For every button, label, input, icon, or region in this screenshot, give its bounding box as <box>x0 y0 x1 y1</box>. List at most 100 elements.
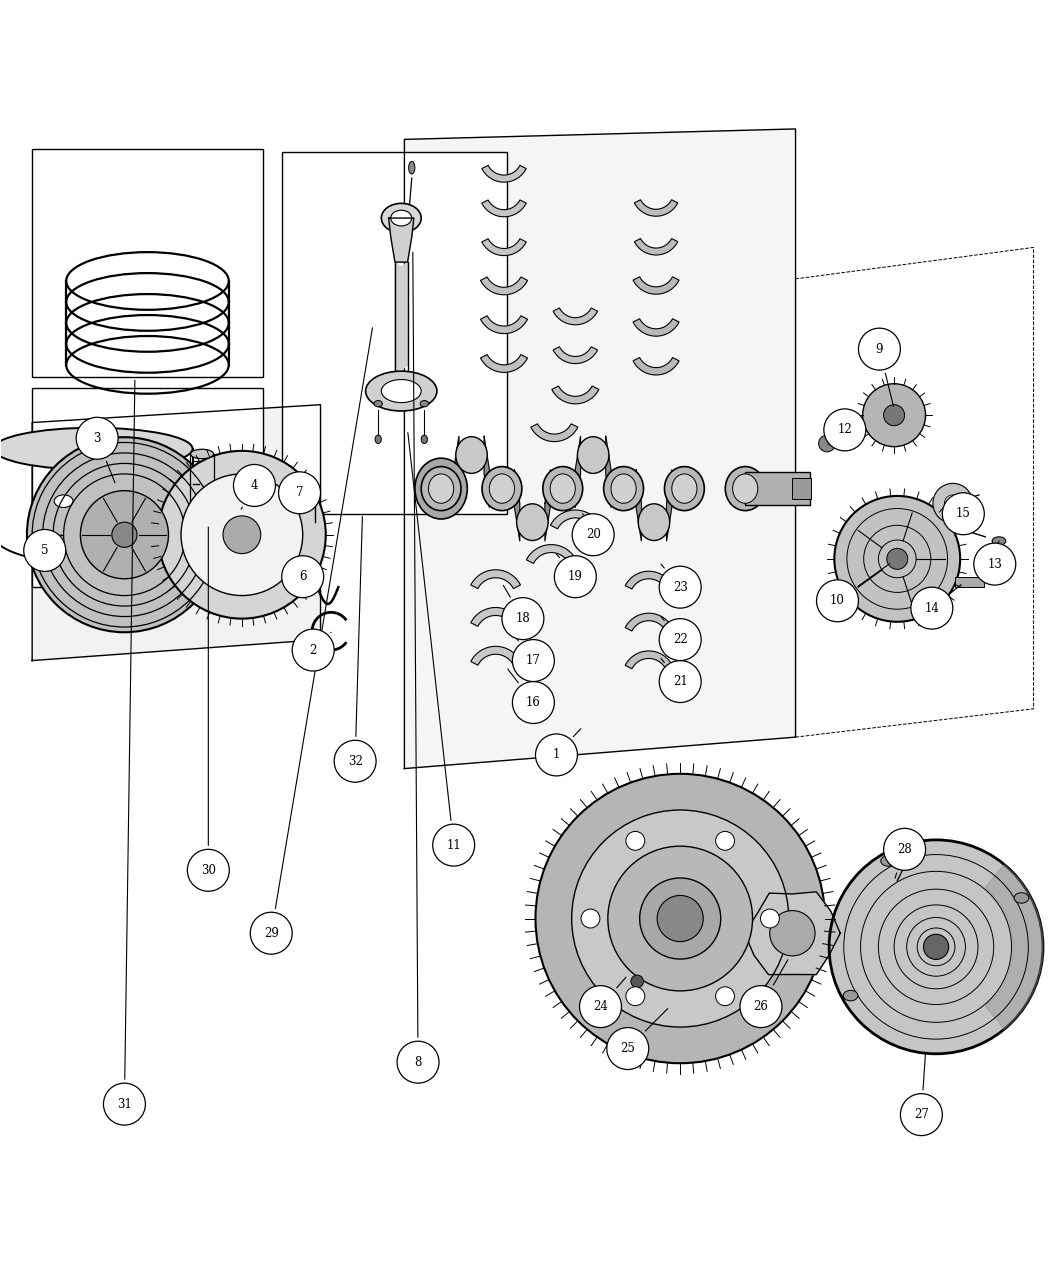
Circle shape <box>932 483 972 523</box>
Ellipse shape <box>604 467 644 510</box>
Polygon shape <box>575 436 581 507</box>
Polygon shape <box>553 309 597 325</box>
Text: 32: 32 <box>348 755 362 768</box>
Circle shape <box>639 878 720 959</box>
Polygon shape <box>606 436 611 507</box>
Ellipse shape <box>415 458 467 519</box>
Ellipse shape <box>881 856 896 866</box>
Ellipse shape <box>408 162 415 173</box>
Polygon shape <box>482 238 526 255</box>
Ellipse shape <box>638 504 670 541</box>
Circle shape <box>923 935 948 959</box>
Polygon shape <box>634 238 678 255</box>
Circle shape <box>884 829 925 871</box>
Ellipse shape <box>190 513 213 521</box>
Circle shape <box>835 496 960 622</box>
Text: 27: 27 <box>914 1108 929 1121</box>
Bar <box>33 388 262 588</box>
Circle shape <box>536 734 578 776</box>
Ellipse shape <box>456 437 487 473</box>
Ellipse shape <box>611 474 636 504</box>
Circle shape <box>571 810 789 1028</box>
Circle shape <box>334 741 376 782</box>
Text: 25: 25 <box>621 1042 635 1054</box>
Circle shape <box>77 417 119 459</box>
Circle shape <box>181 474 302 595</box>
Text: 11: 11 <box>446 839 461 852</box>
Ellipse shape <box>672 474 697 504</box>
Circle shape <box>770 910 815 956</box>
Circle shape <box>512 682 554 723</box>
Ellipse shape <box>420 400 428 407</box>
Circle shape <box>659 618 701 660</box>
Ellipse shape <box>375 435 381 444</box>
Circle shape <box>292 629 334 671</box>
Circle shape <box>859 328 901 370</box>
Circle shape <box>278 472 320 514</box>
Circle shape <box>397 1042 439 1084</box>
Circle shape <box>830 840 1043 1054</box>
Bar <box>746 472 811 505</box>
Circle shape <box>27 437 222 632</box>
Circle shape <box>760 909 779 928</box>
Circle shape <box>716 987 735 1006</box>
Text: 21: 21 <box>673 674 688 688</box>
Circle shape <box>281 556 323 598</box>
Text: 29: 29 <box>264 927 278 940</box>
Ellipse shape <box>726 467 765 510</box>
Polygon shape <box>552 386 598 404</box>
Polygon shape <box>33 404 320 660</box>
Polygon shape <box>481 354 527 372</box>
Circle shape <box>580 986 622 1028</box>
Circle shape <box>608 847 753 991</box>
Ellipse shape <box>365 371 437 411</box>
Circle shape <box>233 464 275 506</box>
Polygon shape <box>633 277 679 295</box>
Text: 4: 4 <box>251 479 258 492</box>
Circle shape <box>112 523 136 547</box>
Circle shape <box>502 598 544 640</box>
Ellipse shape <box>482 467 522 510</box>
Polygon shape <box>625 652 672 669</box>
Text: 12: 12 <box>838 423 853 436</box>
Text: 19: 19 <box>568 570 583 583</box>
Ellipse shape <box>428 474 454 504</box>
Circle shape <box>901 1094 942 1136</box>
Polygon shape <box>545 469 550 541</box>
Circle shape <box>554 556 596 598</box>
Ellipse shape <box>374 400 382 407</box>
Text: 24: 24 <box>593 1000 608 1014</box>
Ellipse shape <box>381 204 421 233</box>
Circle shape <box>887 548 908 570</box>
Text: 6: 6 <box>299 570 307 583</box>
Ellipse shape <box>517 504 548 541</box>
Polygon shape <box>625 571 672 589</box>
Circle shape <box>884 404 905 426</box>
Text: 17: 17 <box>526 654 541 667</box>
Bar <box>281 152 507 514</box>
Text: 26: 26 <box>754 1000 769 1014</box>
Polygon shape <box>985 864 1043 1029</box>
Circle shape <box>104 1084 145 1125</box>
Circle shape <box>819 435 836 451</box>
Ellipse shape <box>113 495 131 507</box>
Ellipse shape <box>391 210 412 226</box>
Text: 1: 1 <box>552 748 560 761</box>
Polygon shape <box>395 263 407 370</box>
Circle shape <box>626 831 645 850</box>
Ellipse shape <box>55 495 74 507</box>
Circle shape <box>657 895 704 942</box>
Text: 10: 10 <box>831 594 845 607</box>
Polygon shape <box>388 218 414 263</box>
Ellipse shape <box>190 449 213 459</box>
Circle shape <box>659 566 701 608</box>
Text: 14: 14 <box>924 602 940 615</box>
Ellipse shape <box>421 435 427 444</box>
Ellipse shape <box>902 861 912 868</box>
Circle shape <box>581 909 600 928</box>
Polygon shape <box>550 510 601 529</box>
Polygon shape <box>470 607 521 626</box>
Circle shape <box>740 986 782 1028</box>
Circle shape <box>863 384 925 446</box>
Polygon shape <box>454 436 459 507</box>
